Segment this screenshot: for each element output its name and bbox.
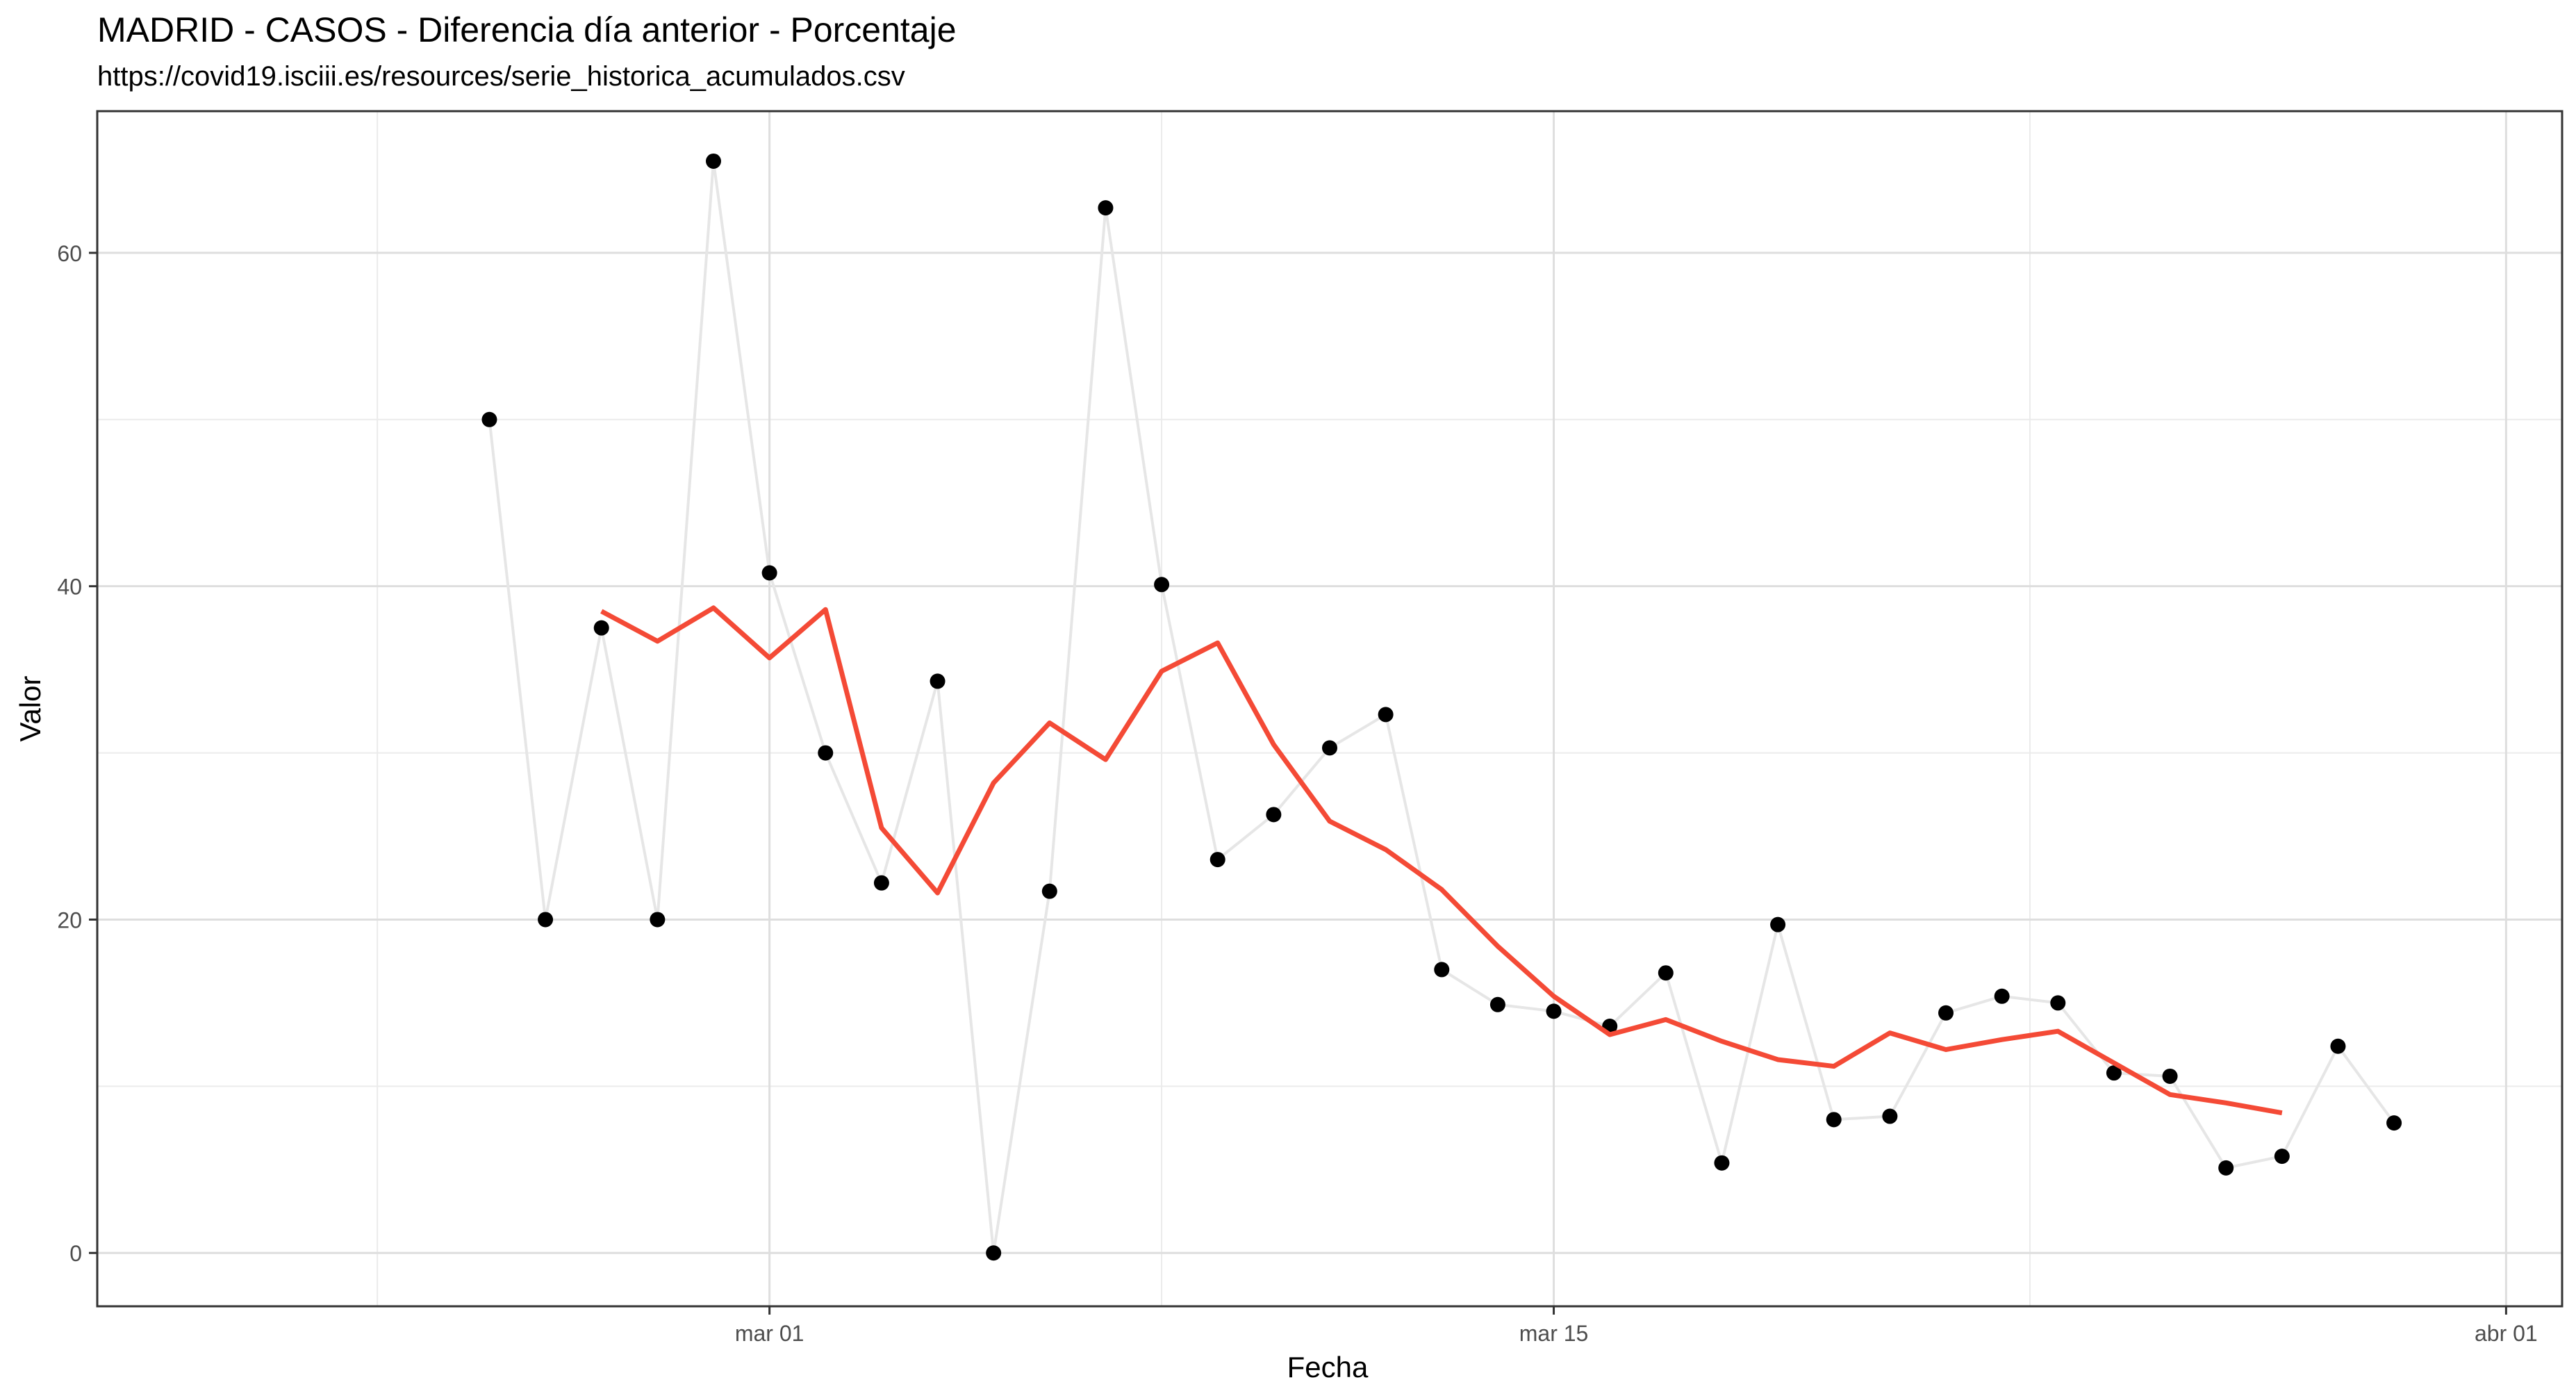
data-point xyxy=(1209,852,1225,868)
y-tick-label: 0 xyxy=(69,1241,82,1266)
data-point xyxy=(761,565,777,581)
plot-background xyxy=(97,111,2562,1306)
data-point xyxy=(986,1245,1002,1261)
data-point xyxy=(1489,996,1505,1012)
data-point xyxy=(2330,1038,2346,1054)
rolling-average-line xyxy=(600,605,2283,1116)
data-point xyxy=(1938,1005,1954,1021)
data-point xyxy=(2162,1068,2178,1084)
data-point xyxy=(1714,1155,1730,1171)
data-point xyxy=(1041,883,1057,899)
x-tick-label: mar 15 xyxy=(1519,1321,1589,1346)
data-point xyxy=(1098,200,1114,216)
data-point xyxy=(1322,740,1337,756)
chart-title: MADRID - CASOS - Diferencia día anterior… xyxy=(97,10,957,49)
data-point xyxy=(706,153,721,169)
data-point xyxy=(1546,1003,1562,1019)
y-tick-label: 40 xyxy=(57,575,82,600)
data-point xyxy=(1770,916,1786,932)
chart-subtitle: https://covid19.isciii.es/resources/seri… xyxy=(97,61,905,92)
x-axis-label: Fecha xyxy=(1287,1351,1369,1383)
data-point xyxy=(481,411,497,427)
data-point xyxy=(1658,965,1674,981)
data-point xyxy=(2386,1115,2402,1131)
data-point xyxy=(1378,707,1394,723)
data-point xyxy=(1882,1108,1898,1124)
data-point xyxy=(1434,962,1450,978)
data-point xyxy=(650,912,666,928)
data-point xyxy=(2218,1160,2234,1176)
data-point xyxy=(538,912,554,928)
data-point xyxy=(818,745,834,761)
y-tick-label: 60 xyxy=(57,241,82,266)
y-tick-label: 20 xyxy=(57,907,82,932)
data-point xyxy=(1154,577,1170,593)
data-point xyxy=(873,875,889,891)
x-tick-label: mar 01 xyxy=(735,1321,804,1346)
plot-border xyxy=(96,110,2563,1308)
data-point xyxy=(1994,988,2010,1004)
data-point xyxy=(1266,807,1282,823)
data-point xyxy=(1826,1112,1842,1128)
data-point xyxy=(2274,1149,2290,1165)
data-point xyxy=(2050,995,2066,1011)
data-point xyxy=(2106,1065,2122,1081)
x-tick-label: abr 01 xyxy=(2475,1321,2538,1346)
data-point xyxy=(593,620,609,636)
data-point xyxy=(930,673,946,689)
